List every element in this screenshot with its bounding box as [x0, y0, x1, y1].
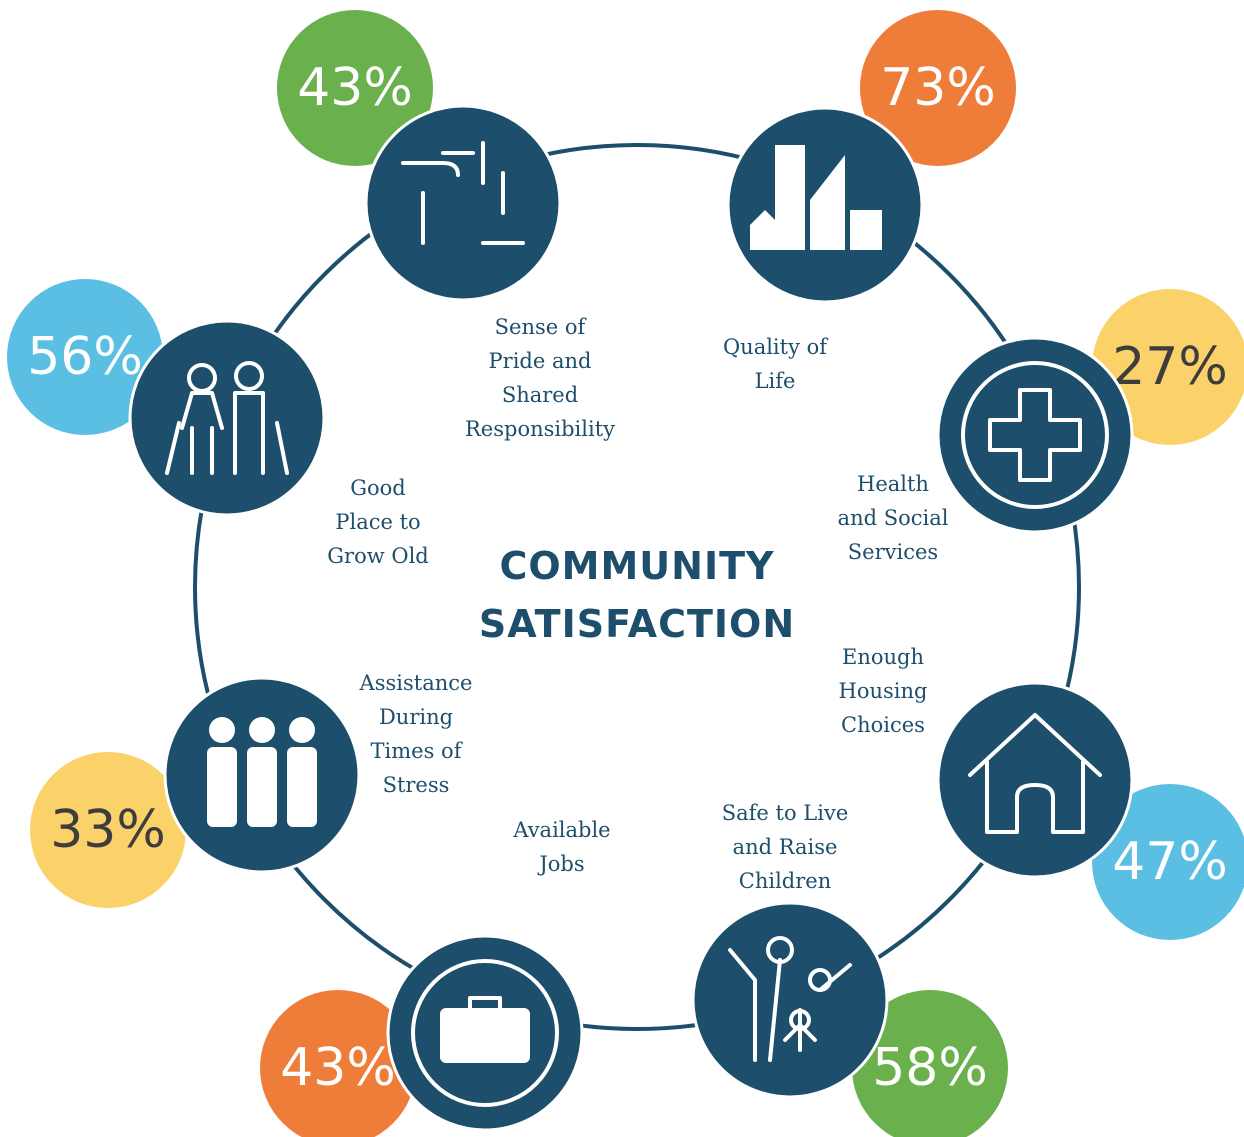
icon [247, 747, 277, 827]
percent-circle [277, 10, 433, 166]
percent-value: 73% [880, 58, 996, 118]
item-label: Good [350, 476, 406, 500]
icon [810, 155, 845, 250]
icon [766, 936, 794, 964]
ring [193, 143, 1081, 1031]
icon [401, 141, 525, 245]
percent-value: 43% [297, 58, 413, 118]
item-label: Health [857, 472, 929, 496]
item-label: Enough [842, 645, 924, 669]
percent-circle [860, 10, 1016, 166]
icon [750, 145, 882, 250]
icon [401, 141, 525, 245]
percent-value: 33% [50, 800, 166, 860]
item-label: Jobs [537, 852, 584, 876]
item-label: Services [848, 540, 938, 564]
icon [808, 968, 832, 992]
icon-circle [936, 336, 1134, 534]
icon [961, 361, 1109, 509]
item-label: Responsibility [465, 417, 615, 441]
item-label: Housing [839, 679, 928, 703]
icon [207, 747, 237, 827]
icon [411, 959, 559, 1107]
icon [728, 948, 852, 1062]
icon [207, 717, 317, 827]
icon [165, 391, 289, 475]
icon [249, 717, 275, 743]
item-label: Stress [383, 773, 450, 797]
icon-circle [128, 319, 326, 517]
icon [165, 361, 289, 475]
title-line: COMMUNITY [499, 544, 774, 588]
item-label: Times of [371, 739, 464, 763]
percent-circle [1092, 289, 1244, 445]
icon [961, 361, 1109, 509]
item-label: Sense of [495, 315, 588, 339]
icon [209, 717, 235, 743]
percent-circle [260, 990, 416, 1137]
item-label: Grow Old [327, 544, 428, 568]
percent-circle [1092, 784, 1244, 940]
item-label: Quality of [723, 335, 829, 359]
title-line: SATISFACTION [479, 602, 795, 646]
item-label: and Raise [733, 835, 838, 859]
icon [287, 747, 317, 827]
item-label: Available [512, 818, 610, 842]
item-label: Assistance [359, 671, 473, 695]
item-label: Place to [335, 510, 420, 534]
icon [234, 361, 264, 391]
percent-value: 43% [280, 1038, 396, 1098]
item-label: Life [755, 369, 796, 393]
item-label: Safe to Live [722, 801, 849, 825]
icon-circle [364, 104, 562, 302]
icon-circle [936, 681, 1134, 879]
icon [789, 1009, 811, 1031]
percent-value: 58% [872, 1038, 988, 1098]
icon [468, 996, 502, 1010]
icon [728, 936, 852, 1062]
percent-circle [852, 990, 1008, 1137]
item-label: Pride and [489, 349, 592, 373]
percent-circle [7, 279, 163, 435]
icon [968, 713, 1102, 834]
percent-value: 56% [27, 327, 143, 387]
item-label: and Social [838, 506, 949, 530]
icon [440, 1008, 530, 1063]
icon [289, 717, 315, 743]
item-label: Shared [502, 383, 578, 407]
icon [850, 210, 882, 250]
icon [968, 713, 1102, 834]
percent-circle [30, 752, 186, 908]
item-label: During [379, 705, 453, 729]
icon-circle [691, 901, 889, 1099]
icon [750, 210, 780, 250]
icon [411, 959, 559, 1107]
icon [988, 388, 1082, 482]
percent-value: 27% [1112, 337, 1228, 397]
item-label: Children [739, 869, 831, 893]
percent-value: 47% [1112, 832, 1228, 892]
item-label: Choices [841, 713, 925, 737]
